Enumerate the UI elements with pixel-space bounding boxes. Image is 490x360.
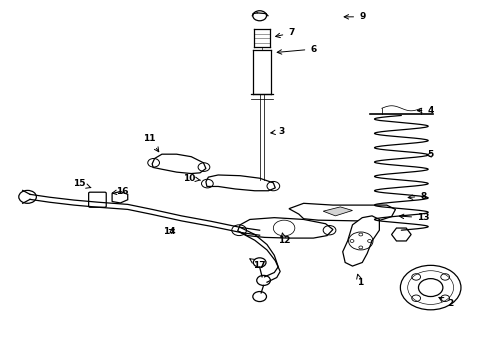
Text: 10: 10 (183, 174, 200, 183)
Text: 17: 17 (250, 259, 266, 270)
Text: 16: 16 (112, 187, 128, 196)
Polygon shape (112, 192, 128, 203)
Polygon shape (152, 154, 206, 174)
Text: 1: 1 (357, 274, 363, 287)
Text: 7: 7 (276, 28, 294, 38)
Text: 8: 8 (408, 192, 426, 201)
Polygon shape (323, 207, 352, 216)
Polygon shape (392, 228, 411, 241)
Text: 6: 6 (277, 45, 317, 54)
Text: 9: 9 (344, 12, 366, 21)
Text: 5: 5 (427, 150, 434, 159)
Polygon shape (343, 216, 379, 266)
Text: 4: 4 (417, 105, 434, 114)
Text: 3: 3 (271, 127, 285, 136)
FancyBboxPatch shape (89, 192, 106, 207)
Text: 2: 2 (439, 297, 453, 308)
Text: 13: 13 (399, 213, 430, 222)
Text: 12: 12 (278, 233, 291, 246)
Text: 15: 15 (73, 179, 91, 188)
Polygon shape (238, 218, 333, 238)
Text: 11: 11 (144, 134, 159, 152)
Polygon shape (289, 203, 395, 221)
Text: 14: 14 (163, 228, 175, 237)
Polygon shape (206, 175, 275, 191)
